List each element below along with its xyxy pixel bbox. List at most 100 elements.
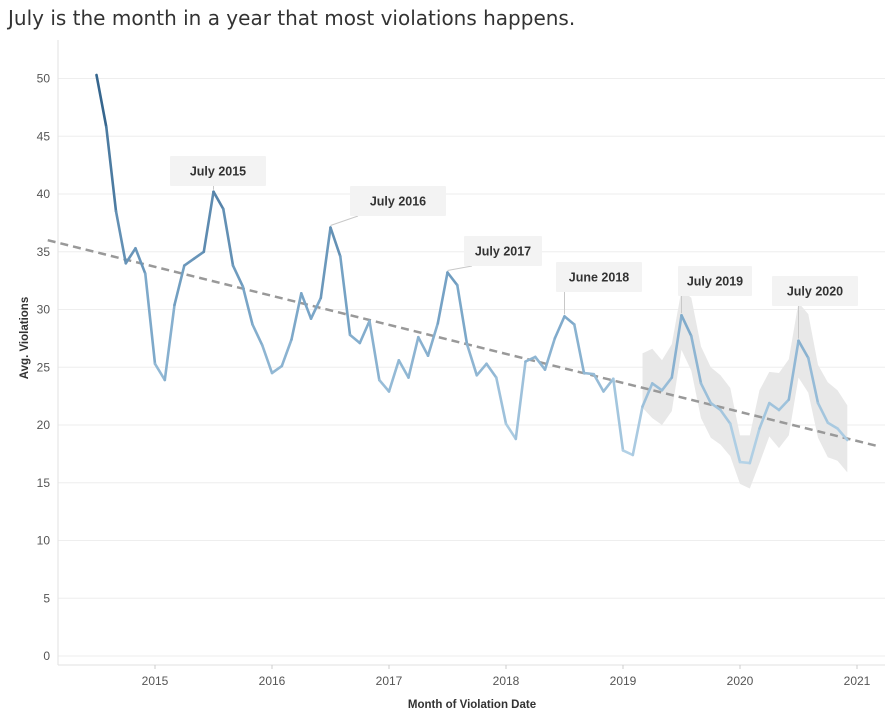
annotation-label: July 2020: [787, 285, 843, 299]
y-tick-label: 40: [37, 187, 51, 201]
series-segment: [368, 319, 381, 382]
series-segment: [222, 207, 235, 267]
annotation-label: July 2015: [190, 165, 246, 179]
forecast-band-layer: [642, 289, 848, 489]
series-segment: [689, 334, 703, 385]
series-segment: [153, 362, 167, 382]
series-segment: [621, 449, 635, 457]
series-segment: [514, 360, 527, 441]
series-segment: [114, 210, 128, 265]
x-tick-label: 2021: [844, 674, 871, 688]
series-segment: [387, 358, 401, 393]
y-axis-title: Avg. Violations: [19, 297, 31, 379]
series-segment: [592, 372, 605, 393]
series-segment: [767, 401, 781, 412]
series-segment: [260, 343, 274, 375]
y-tick-label: 15: [37, 476, 51, 490]
series-segment: [826, 421, 839, 430]
gridlines: [58, 78, 885, 657]
y-tick-label: 5: [43, 591, 50, 605]
series-segment: [426, 322, 440, 358]
y-tick-label: 20: [37, 418, 51, 432]
series-segment: [680, 313, 693, 338]
series-segment: [280, 338, 293, 368]
series-segment: [124, 247, 137, 265]
annotation-label: July 2017: [475, 245, 531, 259]
annotation-box: [350, 186, 446, 216]
trend-line-layer: [47, 238, 877, 448]
series-segment: [95, 73, 108, 129]
annotation-box: [556, 262, 642, 292]
annotation-box: [464, 236, 542, 266]
series-segment: [738, 460, 752, 465]
series-segment: [777, 398, 791, 412]
annotation: July 2015: [170, 156, 266, 190]
x-tick-label: 2017: [376, 674, 403, 688]
series-segment: [407, 335, 420, 379]
annotation-leader: [447, 265, 473, 272]
annotation: July 2016: [330, 186, 446, 226]
series-segment: [183, 257, 196, 267]
series-segment: [699, 382, 713, 405]
series-segment: [533, 355, 547, 371]
series-segment: [416, 335, 430, 358]
series-segment: [212, 190, 225, 211]
y-tick-label: 0: [43, 649, 50, 663]
series-segment: [290, 291, 303, 341]
series-segment: [134, 247, 147, 276]
series-segment: [348, 333, 362, 345]
annotation-layer: July 2015 July 2016 July 2017 June 2018 July…: [170, 156, 858, 339]
series-segment: [543, 337, 557, 371]
series-segment: [670, 313, 683, 379]
series-segment: [436, 271, 449, 325]
series-segment: [309, 296, 323, 321]
series-segment: [105, 125, 118, 213]
series-segment: [231, 264, 245, 288]
series-segment: [377, 378, 391, 393]
series-segment: [816, 401, 830, 425]
y-tick-label: 35: [37, 245, 51, 259]
series-line-layer: [95, 73, 849, 465]
forecast-band: [642, 289, 848, 489]
annotation-box: [678, 266, 752, 296]
series-segment: [251, 323, 264, 347]
series-segment: [611, 377, 625, 452]
series-segment: [173, 264, 186, 307]
series-segment: [709, 401, 722, 412]
series-segment: [524, 355, 537, 363]
series-segment: [270, 364, 284, 375]
series-segment: [494, 376, 508, 426]
series-segment: [758, 401, 771, 430]
series-segment: [144, 272, 157, 366]
chart-title: July is the month in a year that most vi…: [8, 6, 576, 30]
series-segment: [631, 405, 644, 457]
series-segment: [728, 422, 742, 464]
series-segment: [319, 226, 332, 300]
series-segment: [329, 226, 342, 258]
series-segment: [602, 377, 615, 393]
annotation: July 2017: [447, 236, 542, 272]
series-segment: [241, 285, 254, 326]
annotation-label: June 2018: [569, 271, 630, 285]
x-tick-label: 2020: [727, 674, 754, 688]
series-segment: [806, 356, 820, 405]
series-segment: [660, 376, 674, 392]
series-segment: [748, 427, 761, 465]
annotation: June 2018: [556, 262, 642, 315]
annotation-leader: [330, 215, 359, 226]
x-tick-label: 2016: [259, 674, 286, 688]
series-segment: [641, 382, 654, 408]
x-tick-label: 2015: [142, 674, 169, 688]
annotation-box: [170, 156, 266, 186]
y-tick-label: 10: [37, 534, 51, 548]
annotation: July 2019: [678, 266, 752, 314]
y-tick-label: 25: [37, 360, 51, 374]
y-tick-label: 30: [37, 303, 51, 317]
series-segment: [475, 362, 488, 377]
series-segment: [446, 271, 459, 287]
x-axis-title: Month of Violation Date: [408, 699, 536, 711]
x-axis: 2015 2016 2017 2018 2019 2020 2021: [142, 665, 871, 688]
series-segment: [797, 339, 810, 360]
x-tick-label: 2018: [493, 674, 520, 688]
trend-line: [47, 238, 877, 448]
